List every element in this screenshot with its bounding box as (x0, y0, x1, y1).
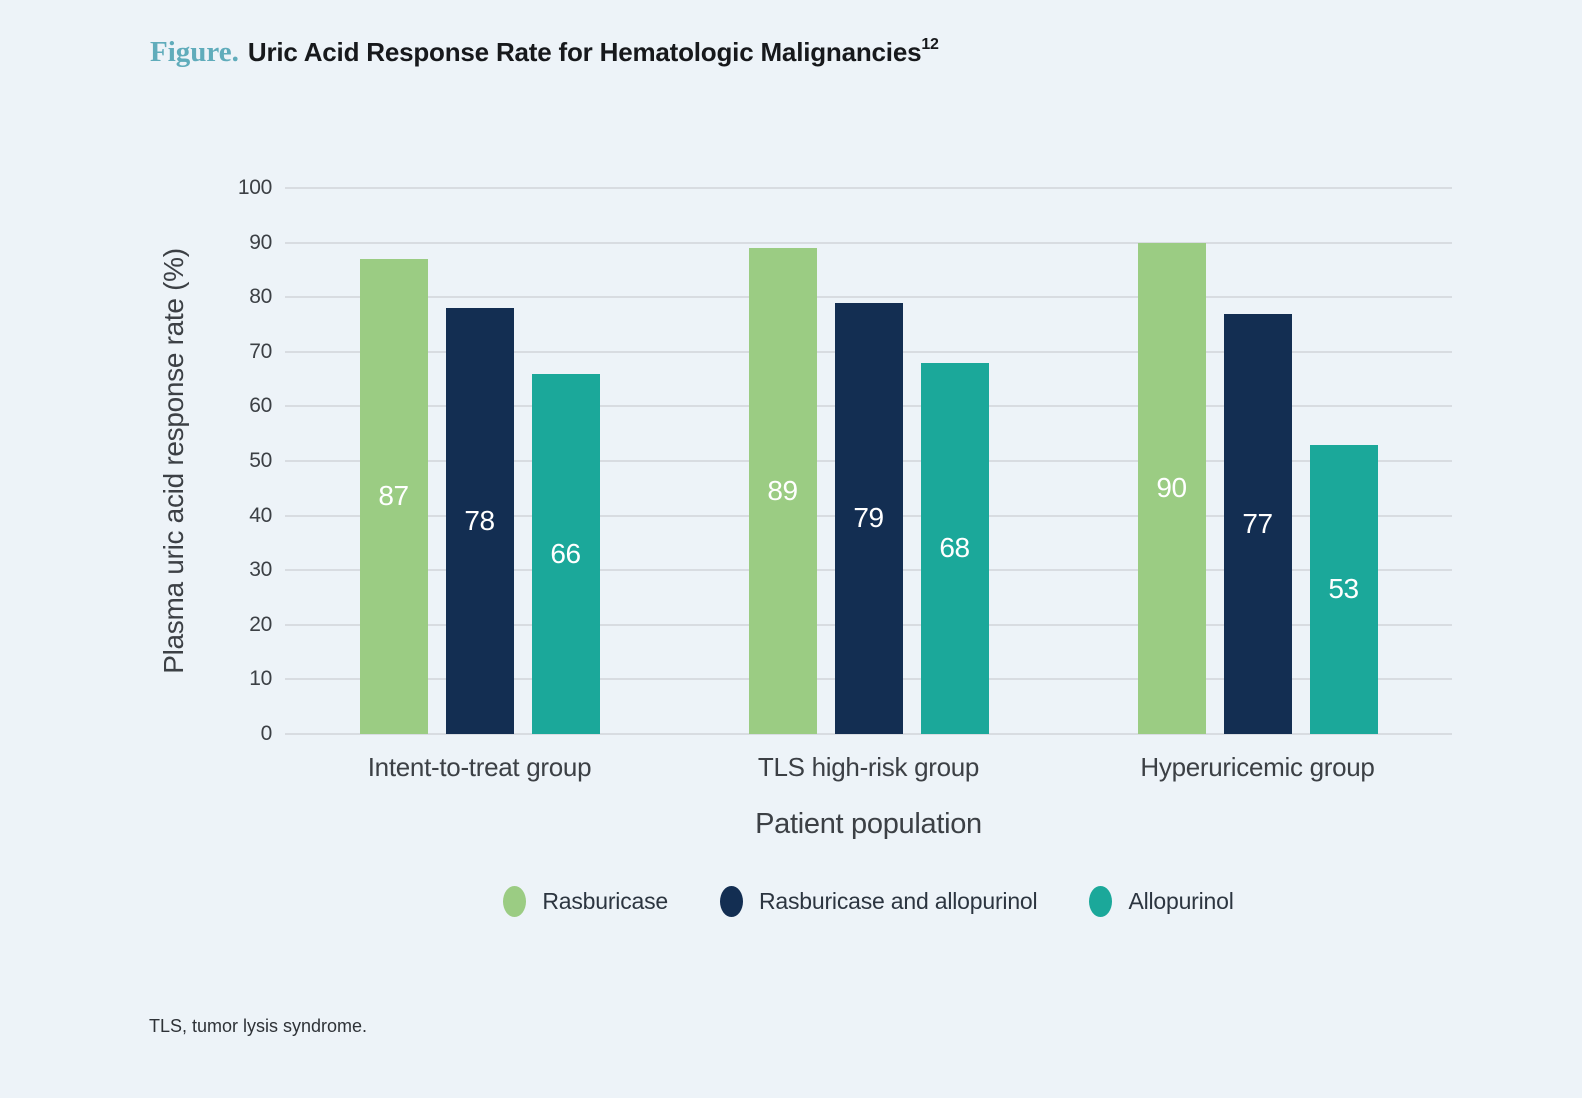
x-category-labels: Intent-to-treat group TLS high-risk group… (285, 752, 1452, 792)
y-tick-label: 100 (237, 176, 272, 199)
plot-area: 87 78 66 89 79 68 90 77 53 (285, 187, 1452, 735)
figure-title-text: Uric Acid Response Rate for Hematologic … (247, 37, 922, 67)
legend-marker-icon (1089, 886, 1113, 917)
bar: 53 (1309, 444, 1378, 734)
y-tick-label: 10 (249, 667, 272, 691)
x-category-label: Hyperuricemic group (1140, 752, 1375, 782)
legend-label: Rasburicase and allopurinol (758, 888, 1038, 914)
bar: 78 (445, 308, 514, 734)
bar: 89 (748, 248, 817, 734)
bar-group: 87 78 66 (359, 188, 600, 734)
bar-value-label: 77 (1242, 507, 1273, 539)
bar: 68 (920, 362, 989, 734)
figure-title: Uric Acid Response Rate for Hematologic … (247, 36, 939, 67)
bar-value-label: 90 (1156, 472, 1187, 504)
y-tick-label: 30 (249, 558, 272, 582)
bar-value-label: 68 (939, 532, 970, 564)
figure-reference-superscript: 12 (921, 36, 939, 54)
y-tick-label: 0 (260, 722, 273, 745)
legend-marker-icon (503, 886, 527, 917)
figure-label: Figure. (150, 36, 239, 68)
x-category-label: TLS high-risk group (757, 752, 980, 782)
y-tick-label: 70 (249, 339, 272, 363)
bar: 90 (1137, 242, 1206, 734)
gridline (285, 733, 1452, 735)
bar-value-label: 79 (853, 502, 884, 534)
y-tick-label: 20 (249, 612, 272, 636)
legend-marker-icon (719, 886, 743, 917)
bar: 87 (359, 258, 428, 734)
y-tick-label: 60 (249, 394, 272, 418)
y-tick-label: 40 (249, 503, 272, 527)
gridline (285, 187, 1452, 189)
legend-item: Rasburicase and allopurinol (719, 886, 1038, 917)
bar-value-label: 66 (550, 537, 581, 569)
x-category-label: Intent-to-treat group (367, 752, 592, 782)
figure-header: Figure. Uric Acid Response Rate for Hemat… (150, 36, 939, 69)
bar: 77 (1223, 313, 1292, 734)
y-tick-labels: 0 10 20 30 40 50 60 70 80 90 100 (180, 176, 272, 745)
bar-value-label: 53 (1328, 573, 1359, 605)
legend-item: Allopurinol (1089, 886, 1234, 917)
gridline (285, 296, 1452, 299)
legend-label: Rasburicase (542, 888, 668, 914)
y-tick-label: 90 (249, 230, 272, 254)
bar-group: 90 77 53 (1137, 188, 1378, 734)
x-axis-title: Patient population (755, 808, 982, 840)
bar-value-label: 89 (767, 475, 798, 507)
legend-item: Rasburicase (503, 886, 668, 917)
footnote: TLS, tumor lysis syndrome. (149, 1016, 368, 1036)
gridline (285, 241, 1452, 244)
bar-value-label: 87 (378, 480, 409, 512)
y-tick-label: 80 (249, 285, 272, 309)
bar-value-label: 78 (464, 505, 495, 537)
bar: 79 (834, 302, 903, 734)
y-tick-label: 50 (249, 449, 272, 472)
legend-label: Allopurinol (1128, 888, 1234, 914)
legend: Rasburicase Rasburicase and allopurinol Al… (285, 886, 1452, 917)
bar: 66 (531, 373, 600, 734)
bar-group: 89 79 68 (748, 188, 989, 734)
